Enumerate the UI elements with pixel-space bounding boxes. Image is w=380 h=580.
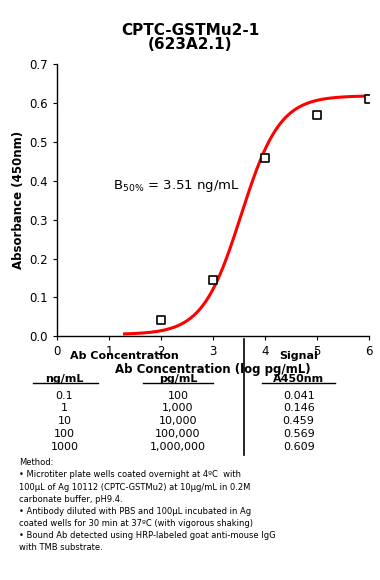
Text: 1: 1 bbox=[61, 403, 68, 414]
Text: Method:
• Microtiter plate wells coated overnight at 4ºC  with
100μL of Ag 10112: Method: • Microtiter plate wells coated … bbox=[19, 458, 276, 552]
Text: 0.1: 0.1 bbox=[55, 390, 73, 401]
Text: 100: 100 bbox=[54, 429, 75, 439]
Text: CPTC-GSTMu2-1: CPTC-GSTMu2-1 bbox=[121, 23, 259, 38]
Text: 0.041: 0.041 bbox=[283, 390, 315, 401]
Text: 1000: 1000 bbox=[51, 441, 78, 452]
Y-axis label: Absorbance (450nm): Absorbance (450nm) bbox=[12, 131, 25, 269]
Text: 0.609: 0.609 bbox=[283, 441, 315, 452]
Text: 10: 10 bbox=[57, 416, 71, 426]
Point bbox=[262, 153, 268, 162]
Text: ng/mL: ng/mL bbox=[45, 374, 84, 384]
Text: 100: 100 bbox=[168, 390, 188, 401]
Text: 0.459: 0.459 bbox=[283, 416, 315, 426]
Text: 10,000: 10,000 bbox=[159, 416, 197, 426]
Text: 1,000,000: 1,000,000 bbox=[150, 441, 206, 452]
Point bbox=[158, 316, 164, 325]
X-axis label: Ab Concentration (log pg/mL): Ab Concentration (log pg/mL) bbox=[115, 362, 310, 376]
Text: pg/mL: pg/mL bbox=[159, 374, 197, 384]
Text: (623A2.1): (623A2.1) bbox=[148, 37, 232, 52]
Text: 0.569: 0.569 bbox=[283, 429, 315, 439]
Text: 100,000: 100,000 bbox=[155, 429, 201, 439]
Point bbox=[314, 110, 320, 119]
Point bbox=[366, 95, 372, 104]
Text: A450nm: A450nm bbox=[273, 374, 324, 384]
Text: Signal: Signal bbox=[279, 351, 318, 361]
Text: 1,000: 1,000 bbox=[162, 403, 194, 414]
Text: Ab Concentration: Ab Concentration bbox=[70, 351, 178, 361]
Point bbox=[210, 275, 216, 284]
Text: 0.146: 0.146 bbox=[283, 403, 315, 414]
Text: B$_{50\%}$ = 3.51 ng/mL: B$_{50\%}$ = 3.51 ng/mL bbox=[113, 179, 240, 194]
